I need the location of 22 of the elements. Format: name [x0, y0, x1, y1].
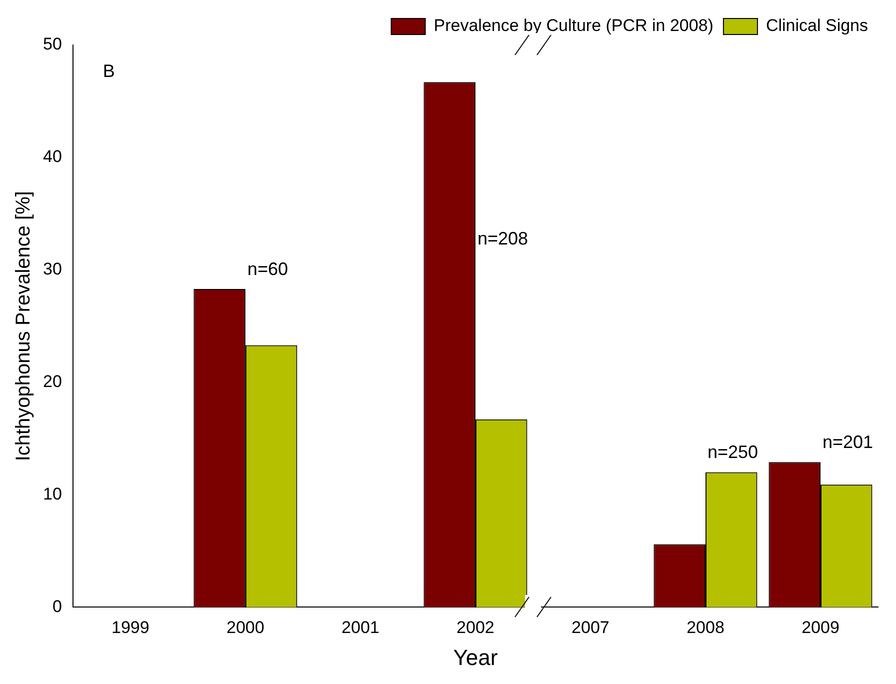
- x-tick-label: 2007: [572, 618, 610, 638]
- y-tick-label: 50: [42, 34, 62, 54]
- y-tick-label: 30: [42, 260, 62, 279]
- x-tick-label: 2001: [342, 618, 380, 638]
- annotation: n=201: [822, 432, 874, 452]
- annotation: n=250: [707, 442, 758, 462]
- annotation: n=208: [477, 228, 528, 249]
- x-tick-label: 2000: [226, 618, 264, 638]
- legend-label: Prevalence by Culture (PCR in 2008): [434, 16, 714, 36]
- annotation: B: [102, 60, 115, 81]
- legend-label: Clinical Signs: [766, 16, 868, 36]
- y-tick-label: 20: [42, 372, 62, 392]
- y-tick-label: 40: [42, 147, 62, 166]
- y-axis-title: Ichthyophonus Prevalence [%]: [12, 191, 35, 462]
- x-tick-label: 2008: [686, 618, 724, 638]
- x-tick-label: 2009: [802, 618, 840, 638]
- x-tick-label: 1999: [112, 618, 150, 638]
- x-axis-title: Year: [453, 644, 498, 670]
- annotation: n=60: [247, 258, 288, 279]
- y-tick-label: 0: [52, 596, 62, 616]
- x-tick-label: 2002: [456, 618, 494, 638]
- y-tick-label: 10: [42, 484, 62, 504]
